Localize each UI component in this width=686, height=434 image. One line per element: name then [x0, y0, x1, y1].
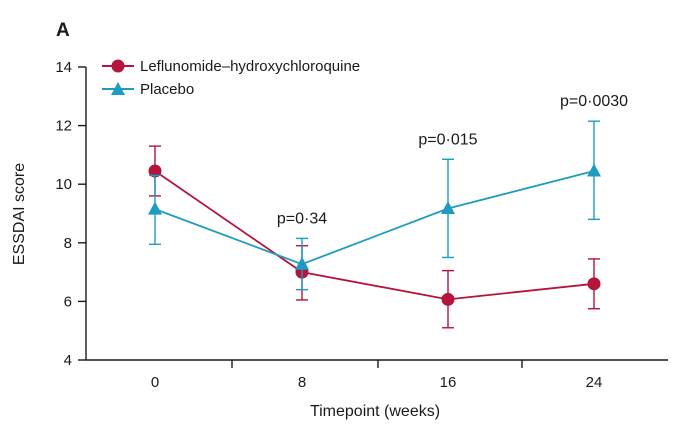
x-tick-label: 0: [151, 374, 159, 391]
series-line: [154, 170, 595, 301]
x-tick-label: 16: [440, 374, 457, 391]
p-value-annotation: p=0·34: [277, 210, 327, 227]
series-line: [154, 170, 595, 266]
data-point: [587, 163, 601, 177]
legend-marker-circle: [111, 59, 125, 73]
axes: [85, 67, 668, 361]
p-value-annotation: p=0·0030: [560, 93, 628, 110]
x-tick-label: 8: [298, 374, 306, 391]
data-point: [587, 277, 601, 291]
series-leflunomide-hydroxychloroquine: [148, 145, 601, 329]
legend-label-leflunomide: Leflunomide–hydroxychloroquine: [140, 58, 360, 75]
data-point: [148, 201, 162, 215]
y-tick-label: 10: [55, 176, 72, 193]
y-tick-label: 12: [55, 118, 72, 135]
data-point: [148, 164, 162, 178]
y-axis-label: ESSDAI score: [11, 163, 28, 265]
y-tick-label: 14: [55, 59, 72, 76]
y-tick-label: 4: [64, 352, 72, 369]
legend-marker-triangle: [111, 82, 125, 95]
panel-label: A: [56, 20, 70, 41]
y-tick-label: 8: [64, 235, 72, 252]
legend-label-placebo: Placebo: [140, 81, 194, 98]
legend: Leflunomide–hydroxychloroquine Placebo: [102, 58, 360, 98]
x-axis-label: Timepoint (weeks): [310, 403, 440, 420]
series-layer: [148, 120, 601, 329]
series-placebo: [148, 120, 601, 291]
y-tick-label: 6: [64, 293, 72, 310]
data-point: [295, 256, 309, 270]
x-ticks: 0 8 16 24: [151, 360, 603, 391]
y-ticks: 4 6 8 10 12 14: [55, 59, 86, 369]
p-value-annotation: p=0·015: [418, 131, 477, 148]
data-point: [441, 201, 455, 215]
x-tick-label: 24: [586, 374, 603, 391]
data-point: [441, 292, 455, 306]
annotation-layer: p=0·34 p=0·015 p=0·0030: [277, 93, 628, 227]
